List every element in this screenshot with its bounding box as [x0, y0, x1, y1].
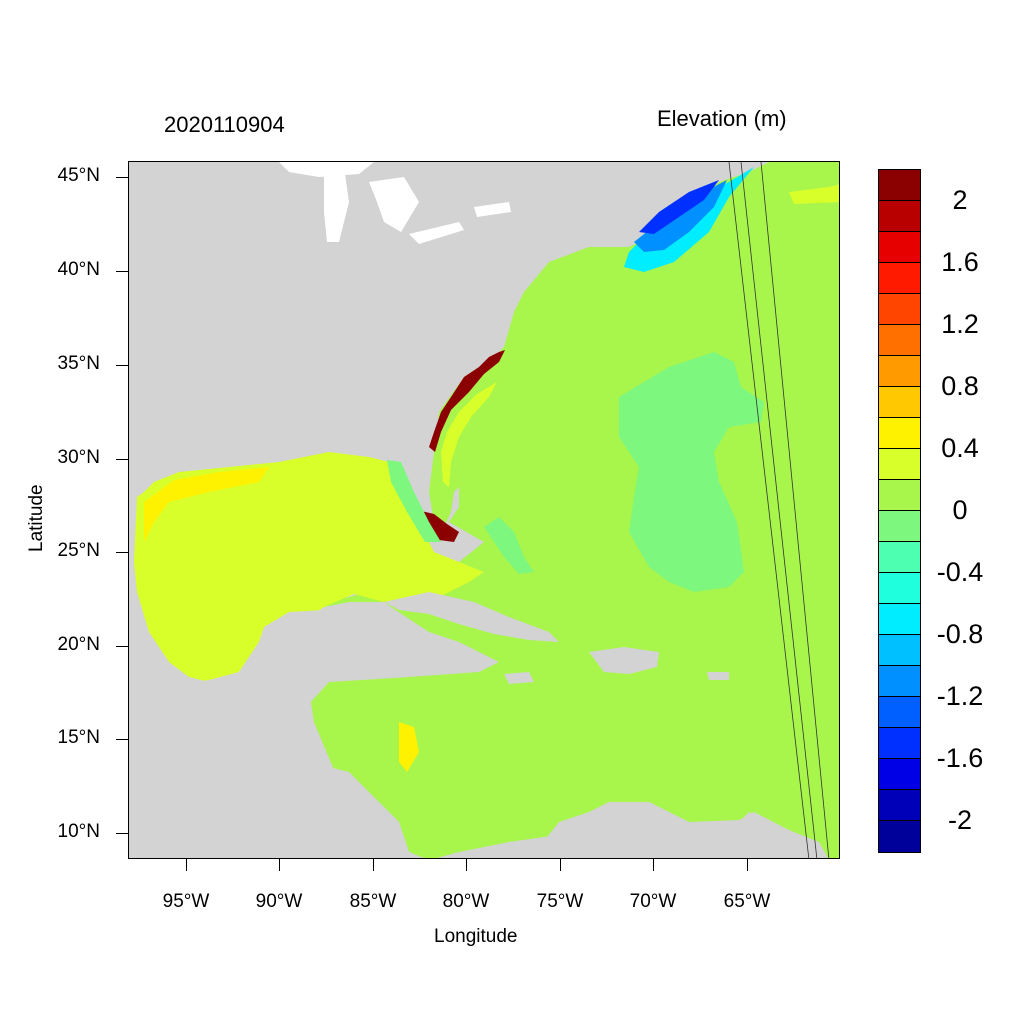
lon-tick: [747, 859, 748, 871]
negative-anomaly-region: [619, 352, 764, 592]
lon-tick: [466, 859, 467, 871]
colorbar-swatch: [879, 697, 920, 728]
lon-tick-label: 70°W: [629, 891, 677, 912]
lon-tick-label: 95°W: [162, 891, 210, 912]
gulf-coast-shelf: [144, 467, 269, 542]
cuba: [384, 592, 559, 642]
lat-tick: [116, 459, 128, 460]
florida-surge: [417, 510, 459, 542]
colorbar-label: -1.2: [936, 681, 984, 711]
colorbar-label: 0: [952, 495, 968, 525]
colorbar-swatch: [879, 573, 920, 604]
lon-tick-label: 85°W: [349, 891, 397, 912]
colorbar-label: 2: [952, 185, 968, 215]
hispaniola: [589, 647, 659, 674]
lat-tick: [116, 365, 128, 366]
colorbar-swatch: [879, 418, 920, 449]
colorbar-swatch: [879, 387, 920, 418]
colorbar-swatch: [879, 294, 920, 325]
lat-tick-label: 20°N: [57, 634, 100, 655]
lat-tick-label: 25°N: [57, 540, 100, 561]
lon-tick-label: 65°W: [723, 891, 771, 912]
lake-superior: [279, 162, 374, 177]
lake-huron: [369, 177, 419, 232]
lat-tick: [116, 271, 128, 272]
lon-tick-label: 90°W: [255, 891, 303, 912]
south-america: [530, 802, 828, 858]
map-variable-title: Elevation (m): [657, 106, 787, 131]
y-axis-title: Latitude: [26, 484, 47, 552]
colorbar-swatch: [879, 728, 920, 759]
lat-tick-label: 35°N: [57, 353, 100, 374]
lake-michigan: [324, 167, 349, 242]
lon-tick: [186, 859, 187, 871]
elevation-map: [128, 161, 840, 859]
lat-tick: [116, 739, 128, 740]
lat-tick-label: 15°N: [57, 727, 100, 748]
puerto-rico: [707, 672, 729, 680]
yellow-northeast-patch: [789, 184, 839, 204]
west-florida-shelf: [387, 460, 441, 542]
colorbar-label: 1.2: [941, 309, 979, 339]
southeast-coast-surge: [429, 350, 505, 452]
colorbar-swatch: [879, 511, 920, 542]
x-axis-title: Longitude: [434, 926, 518, 947]
lat-tick-label: 40°N: [57, 259, 100, 280]
lat-tick: [116, 552, 128, 553]
colorbar-swatch: [879, 821, 920, 852]
colorbar-swatch: [879, 356, 920, 387]
colorbar-label: -0.4: [936, 557, 984, 587]
colorbar-swatch: [879, 201, 920, 232]
lat-tick-label: 45°N: [57, 165, 100, 186]
colorbar-label: 0.8: [941, 371, 979, 401]
colorbar-swatch: [879, 759, 920, 790]
lon-tick: [560, 859, 561, 871]
lon-tick-label: 75°W: [536, 891, 584, 912]
colorbar-swatch: [879, 170, 920, 201]
bahamas: [484, 517, 534, 574]
colorbar-swatch: [879, 232, 920, 263]
jamaica: [504, 672, 534, 684]
lat-tick-label: 30°N: [57, 447, 100, 468]
yellow-coastal-patch: [399, 722, 419, 772]
colorbar-label: -1.6: [936, 743, 984, 773]
lat-tick-label: 10°N: [57, 821, 100, 842]
colorbar-swatch: [879, 449, 920, 480]
atlantic-ocean: [311, 162, 839, 858]
yucatan-peninsula: [194, 610, 329, 727]
lat-tick: [116, 177, 128, 178]
lake-ontario: [474, 202, 511, 217]
map-canvas: [129, 162, 839, 858]
lake-erie: [409, 222, 464, 244]
boundary-line-2: [740, 162, 818, 858]
lat-tick: [116, 833, 128, 834]
colorbar-swatch: [879, 325, 920, 356]
colorbar: [878, 169, 921, 853]
lon-tick: [653, 859, 654, 871]
map-date-title: 2020110904: [164, 112, 285, 137]
boundary-line-1: [728, 162, 810, 858]
colorbar-label: -2: [947, 805, 972, 835]
central-america: [129, 717, 424, 858]
colorbar-swatch: [879, 263, 920, 294]
colorbar-swatch: [879, 542, 920, 573]
colorbar-label: -0.8: [936, 619, 984, 649]
lon-tick-label: 80°W: [442, 891, 490, 912]
colorbar-swatch: [879, 635, 920, 666]
lat-tick: [116, 646, 128, 647]
colorbar-swatch: [879, 604, 920, 635]
colorbar-swatch: [879, 790, 920, 821]
colorbar-swatch: [879, 480, 920, 511]
colorbar-label: 1.6: [941, 247, 979, 277]
lon-tick: [279, 859, 280, 871]
colorbar-swatch: [879, 666, 920, 697]
gulf-of-maine-low-core: [639, 180, 719, 234]
gulf-of-mexico: [134, 452, 484, 682]
lon-tick: [373, 859, 374, 871]
colorbar-label: 0.4: [941, 433, 979, 463]
boundary-line-3: [760, 162, 830, 858]
east-florida-shelf: [441, 382, 497, 487]
